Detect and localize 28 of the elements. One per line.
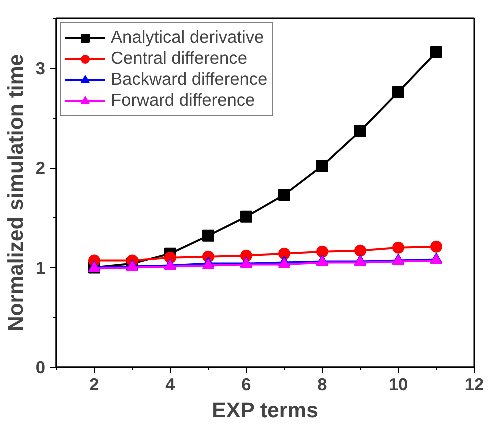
y-tick-label: 2	[36, 158, 46, 178]
legend-label: Backward difference	[111, 69, 268, 90]
point	[316, 246, 328, 258]
x-tick-label: 12	[464, 374, 484, 394]
legend-label: Analytical derivative	[111, 27, 264, 48]
point	[354, 125, 366, 138]
point	[278, 248, 290, 260]
point	[392, 242, 404, 254]
x-tick-label: 8	[318, 374, 328, 394]
x-tick-label: 4	[166, 374, 176, 394]
y-tick-label: 3	[36, 58, 46, 78]
legend-label: Forward difference	[111, 90, 256, 111]
point	[430, 46, 442, 58]
point	[430, 240, 442, 253]
point	[354, 244, 366, 257]
x-axis-title: EXP terms	[212, 398, 318, 422]
x-tick-label: 2	[90, 374, 100, 394]
legend-label: Central difference	[111, 48, 248, 69]
x-tick-label: 6	[242, 374, 252, 394]
point	[202, 230, 214, 242]
x-tick-label: 10	[388, 374, 408, 394]
y-tick-label: 1	[36, 258, 46, 278]
y-tick-label: 0	[36, 358, 46, 378]
point	[316, 160, 328, 172]
y-axis-title: Normalized simulation time	[4, 54, 28, 332]
point	[240, 210, 252, 223]
point	[278, 188, 290, 201]
point	[392, 86, 404, 98]
